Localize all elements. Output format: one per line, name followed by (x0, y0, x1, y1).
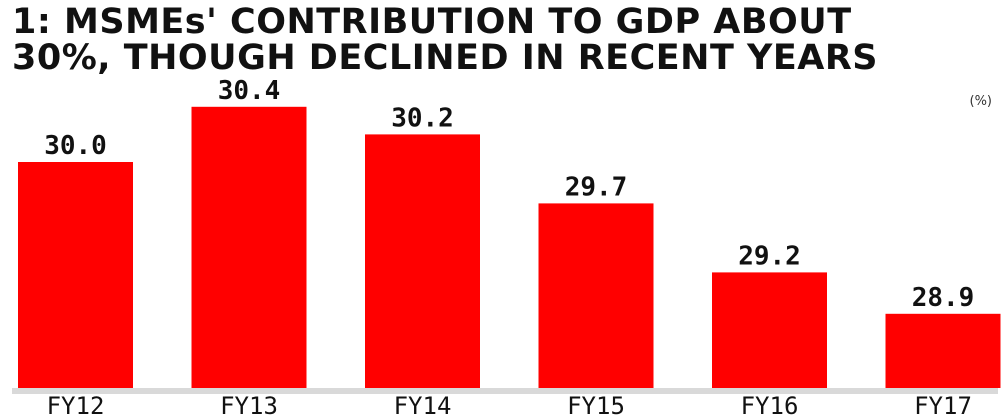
bars-layer (12, 106, 1001, 394)
unit-label: (%) (969, 94, 993, 109)
baseline (12, 388, 998, 394)
bar-fy16 (712, 272, 827, 388)
value-label-fy16: 29.2 (738, 241, 801, 271)
value-label-fy14: 30.2 (391, 103, 454, 133)
labels-layer: 30.0 FY12 30.4 FY13 30.2 FY14 29.7 FY15 29.2 FY16… (44, 76, 974, 419)
category-label-fy17: FY17 (914, 392, 972, 419)
category-label-fy16: FY16 (741, 392, 799, 419)
chart-title: 1: MSMEs' CONTRIBUTION TO GDP ABOUT 30%,… (12, 4, 992, 76)
value-label-fy13: 30.4 (218, 76, 281, 106)
category-label-fy12: FY12 (47, 392, 105, 419)
bar-fy12 (18, 162, 133, 388)
chart-title-line-2: 30%, THOUGH DECLINED IN RECENT YEARS (12, 38, 879, 78)
bar-fy13 (191, 106, 307, 389)
bar-fy14 (365, 134, 480, 388)
bar-fy17 (885, 313, 1001, 388)
value-label-fy15: 29.7 (565, 172, 628, 202)
bar-fy15 (538, 203, 654, 388)
chart-title-line-1: 1: MSMEs' CONTRIBUTION TO GDP ABOUT (12, 2, 852, 42)
category-label-fy13: FY13 (220, 392, 278, 419)
value-label-fy12: 30.0 (44, 131, 107, 161)
category-label-fy15: FY15 (567, 392, 625, 419)
value-label-fy17: 28.9 (912, 283, 975, 313)
category-label-fy14: FY14 (394, 392, 452, 419)
